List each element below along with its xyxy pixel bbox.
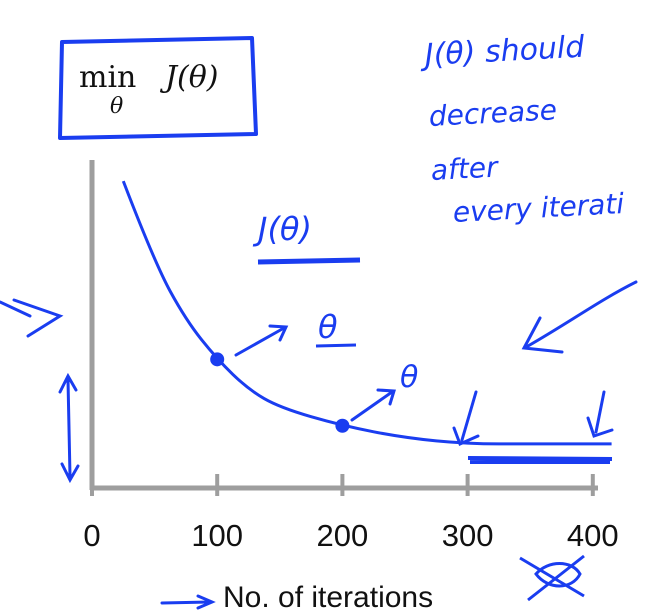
curve-label-underline <box>257 257 361 265</box>
arrow-to-xlabel-icon <box>160 594 216 610</box>
vertical-double-arrow-icon <box>58 372 80 484</box>
note-line-2: decrease <box>428 93 558 133</box>
right-arrow-left-margin-icon <box>0 298 64 338</box>
formula-subscript: θ <box>110 94 124 119</box>
x-tick-label-100: 100 <box>191 518 244 553</box>
formula-function: J(θ) <box>165 60 219 95</box>
big-arrow-to-flat-icon <box>521 280 638 354</box>
cost-curve <box>121 180 612 446</box>
formula-box <box>58 36 258 140</box>
highlight-point-100 <box>210 352 225 367</box>
theta-underline-icon <box>315 343 357 348</box>
down-arrow-400-icon <box>586 390 614 438</box>
arrow-to-theta-2-icon <box>350 388 396 422</box>
arrow-to-theta-1-icon <box>234 324 289 357</box>
theta-label-2: θ <box>400 360 419 395</box>
x-tick-label-300: 300 <box>441 518 494 553</box>
x-tick-label-0: 0 <box>83 518 101 553</box>
formula-min: min <box>79 60 137 95</box>
x-axis-title: No. of iterations <box>223 581 434 614</box>
highlight-point-200 <box>335 418 350 433</box>
crossed-theta-icon <box>519 554 585 602</box>
converged-segment-mark <box>467 456 613 464</box>
note-line-3: after <box>430 150 499 187</box>
x-tick-label-200: 200 <box>316 518 369 553</box>
x-tick-label-400: 400 <box>566 518 619 553</box>
objective-formula: min θ J(θ) <box>79 58 247 128</box>
theta-label-1: θ <box>318 308 338 346</box>
down-arrow-300-icon <box>452 390 480 447</box>
curve-label: J(θ) <box>258 210 312 248</box>
